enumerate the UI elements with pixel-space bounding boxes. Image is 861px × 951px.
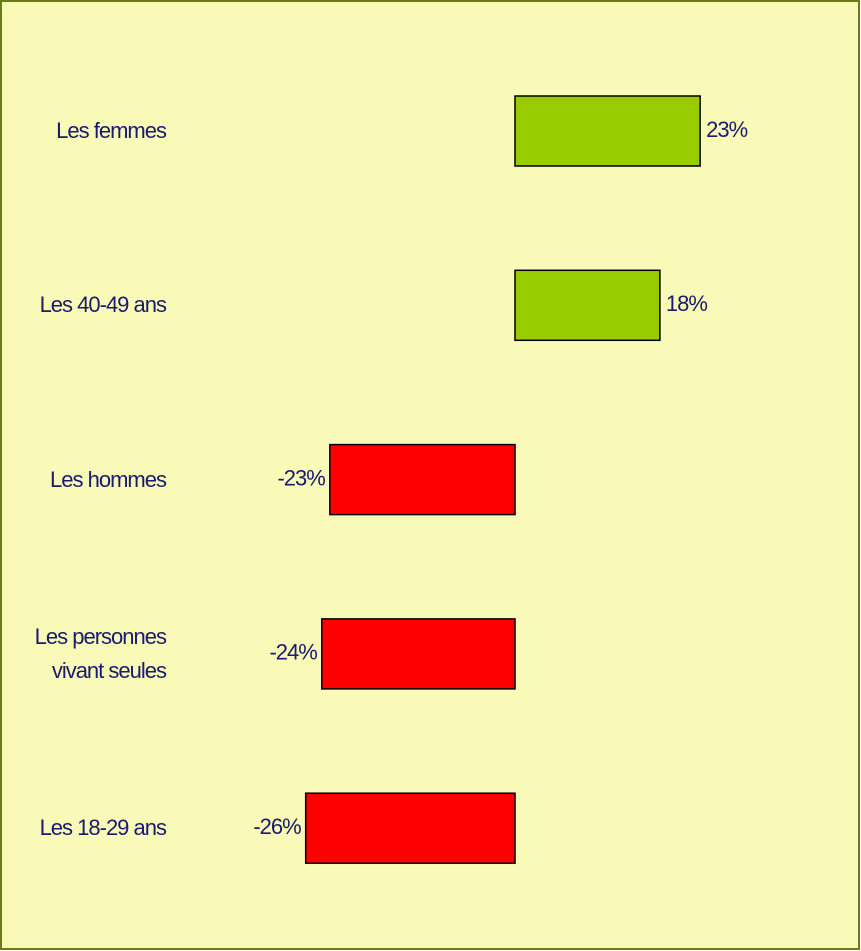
category-label: Les 18-29 ans	[39, 815, 167, 841]
value-label: -23%	[277, 465, 325, 490]
category-label: Les personnes vivant seules	[34, 623, 167, 683]
bar	[304, 792, 516, 864]
bar	[321, 618, 516, 690]
value-label: -24%	[269, 640, 317, 665]
value-label: 23%	[706, 117, 747, 142]
category-label: Les 40-49 ans	[39, 292, 167, 318]
category-label: Les femmes	[56, 118, 167, 143]
value-label: 18%	[666, 291, 707, 316]
category-label: Les hommes	[50, 466, 167, 492]
bar	[514, 95, 701, 167]
value-label: -26%	[253, 814, 301, 839]
bar	[514, 269, 661, 342]
bar	[329, 443, 516, 516]
